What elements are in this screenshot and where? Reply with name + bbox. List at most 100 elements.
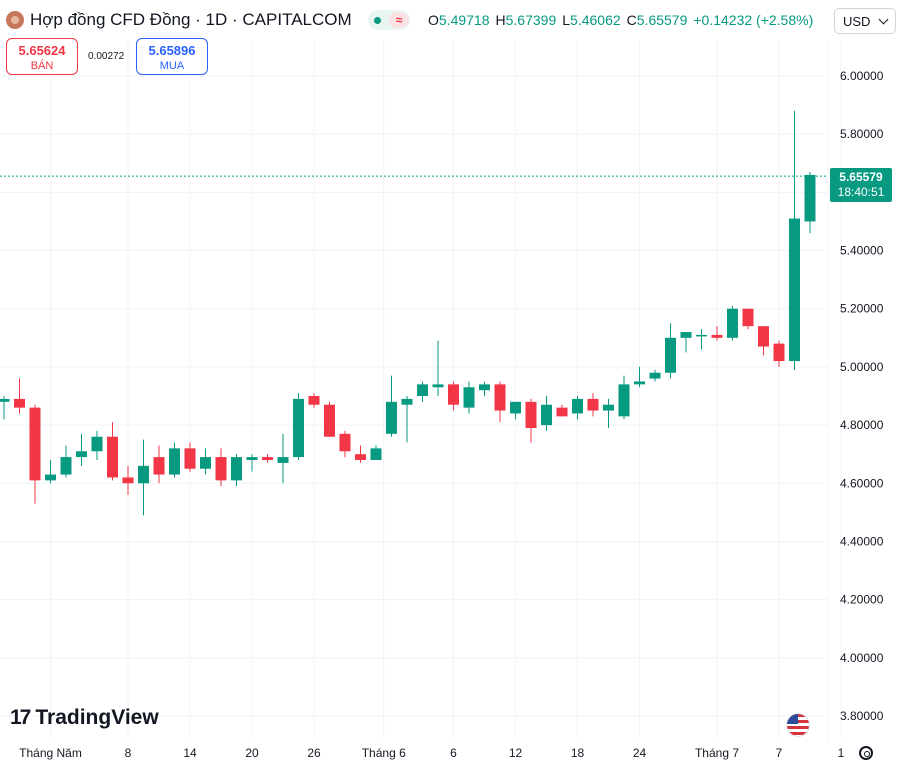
y-tick-label: 5.80000 (840, 127, 884, 141)
candle-body (355, 454, 366, 460)
candle (417, 381, 428, 402)
candle-body (370, 448, 382, 460)
sell-label: BÁN (30, 60, 54, 72)
chart-grid (0, 40, 842, 738)
candle (587, 393, 599, 417)
candle-body (711, 334, 723, 338)
candle (448, 381, 459, 411)
candle-body (463, 387, 475, 408)
candle-body (649, 372, 661, 379)
buy-button[interactable]: 5.65896 MUA (136, 38, 208, 75)
candle (184, 442, 196, 472)
candle-body (758, 326, 769, 347)
candle (138, 439, 149, 516)
candle-body (494, 384, 506, 411)
candle-body (479, 384, 490, 391)
candle (169, 442, 180, 478)
candle-body (401, 398, 413, 405)
candle-body (339, 433, 351, 452)
symbol-title[interactable]: Hợp đồng CFD Đồng · 1D · CAPITALCOM (30, 10, 352, 29)
candle (510, 401, 521, 420)
delayed-data-icon: ≈ (389, 12, 409, 28)
x-tick-label: 6 (450, 746, 457, 760)
candle-body (680, 332, 692, 338)
candle-body (603, 404, 614, 411)
candle-body (0, 398, 10, 402)
candle-body (29, 407, 41, 481)
candle-body (773, 343, 785, 362)
y-tick-label: 4.20000 (840, 593, 884, 607)
candle (727, 305, 738, 341)
candle (215, 448, 227, 487)
candle-body (541, 404, 552, 426)
x-tick-label: 7 (776, 746, 783, 760)
symbol-header[interactable]: Hợp đồng CFD Đồng · 1D · CAPITALCOM (6, 8, 352, 32)
x-tick-label: 24 (633, 746, 647, 760)
candle-body (184, 448, 196, 469)
candle (29, 404, 41, 504)
candle-body (262, 457, 273, 460)
x-tick-label: Tháng Năm (19, 746, 82, 760)
x-tick-label: Tháng 7 (695, 746, 739, 760)
candle (432, 340, 444, 396)
candle-body (60, 457, 72, 475)
candle-body (91, 436, 103, 452)
x-tick-label: 18 (571, 746, 585, 760)
candle-body (14, 398, 25, 408)
candle (122, 465, 134, 495)
y-tick-label: 5.00000 (840, 360, 884, 374)
candle (773, 340, 785, 367)
candle-body (525, 401, 537, 428)
candle-body (138, 465, 149, 484)
y-tick-label: 4.40000 (840, 534, 884, 548)
candle (789, 110, 800, 370)
candle-body (200, 457, 211, 469)
buy-label: MUA (159, 60, 185, 72)
candle (45, 460, 56, 484)
currency-label: USD (843, 13, 871, 29)
tradingview-logo-icon: 17 (10, 706, 31, 729)
symbol-icon (6, 11, 24, 29)
candle (324, 401, 335, 437)
candle-body (448, 384, 459, 405)
market-status-pill[interactable]: ≈ (368, 10, 410, 30)
candle (308, 393, 320, 408)
ohlc-key: H (495, 12, 506, 28)
candle (572, 396, 583, 420)
candle-body (386, 401, 397, 434)
us-flag-icon[interactable] (786, 713, 810, 737)
tradingview-logo[interactable]: 17 TradingView (10, 706, 159, 730)
candle-body (324, 404, 335, 437)
candle-body (696, 334, 707, 337)
buy-price: 5.65896 (148, 43, 196, 58)
currency-selector[interactable]: USD (834, 8, 896, 34)
candle (525, 398, 537, 443)
spread-value: 0.00272 (88, 51, 125, 62)
candle-body (215, 457, 227, 481)
candle (742, 308, 754, 330)
candle-body (107, 436, 118, 478)
candle (277, 433, 289, 484)
x-tick-label: 20 (245, 746, 259, 760)
y-tick-label: 4.80000 (840, 418, 884, 432)
candle (401, 396, 413, 443)
candle-body (45, 474, 56, 481)
chevron-down-icon (878, 14, 889, 24)
x-tick-label: Tháng 6 (362, 746, 406, 760)
y-tick-label: 5.40000 (840, 244, 884, 258)
time-axis: Tháng Năm 8 14 20 26 Tháng 6 6 12 18 24 Tháng 7 7 1 (19, 746, 845, 760)
candle (60, 445, 72, 478)
candle (246, 454, 258, 472)
candle-body (556, 407, 568, 417)
sell-button[interactable]: 5.65624 BÁN (6, 38, 78, 75)
candle (76, 433, 87, 466)
candle (680, 332, 692, 353)
candle (556, 404, 568, 417)
x-tick-label: 26 (307, 746, 321, 760)
candle-body (122, 477, 134, 484)
settings-gear-icon[interactable] (859, 746, 873, 760)
candle (758, 326, 769, 356)
candle-body (742, 308, 754, 327)
candle-body (76, 451, 87, 458)
